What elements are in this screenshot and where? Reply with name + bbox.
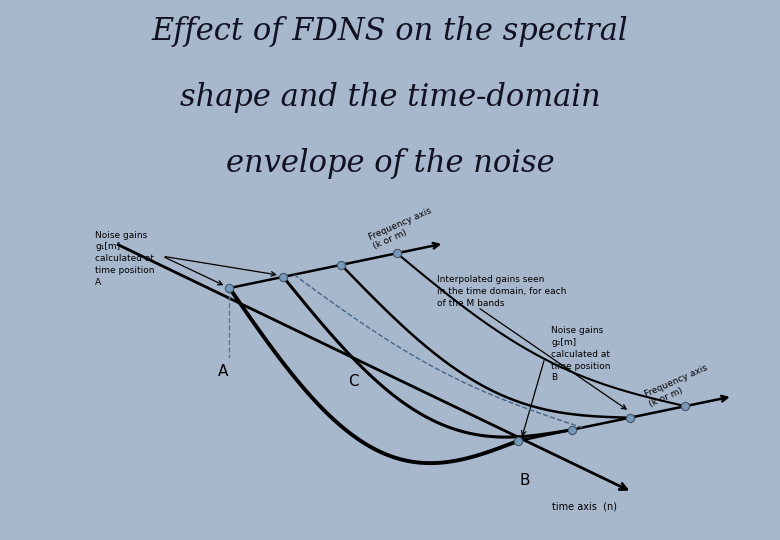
Text: B: B [519, 473, 530, 488]
Point [623, 414, 636, 422]
Text: Noise gains
g₁[m]
calculated at
time position
A: Noise gains g₁[m] calculated at time pos… [95, 231, 154, 287]
Text: Frequency axis
(k or m): Frequency axis (k or m) [644, 363, 713, 409]
Text: Interpolated gains seen
in the time domain, for each
of the M bands: Interpolated gains seen in the time doma… [438, 275, 567, 308]
Text: A: A [218, 364, 228, 380]
Point [223, 284, 236, 292]
Text: Noise gains
g₂[m]
calculated at
time position
B: Noise gains g₂[m] calculated at time pos… [551, 326, 611, 382]
Text: envelope of the noise: envelope of the noise [225, 148, 555, 179]
Text: Effect of FDNS on the spectral: Effect of FDNS on the spectral [151, 16, 629, 48]
Point [335, 260, 347, 269]
Point [679, 402, 692, 410]
Text: C: C [348, 374, 359, 389]
Text: Frequency axis
(k or m): Frequency axis (k or m) [367, 206, 438, 251]
Point [391, 249, 403, 258]
Point [566, 426, 578, 434]
Text: time axis  (n): time axis (n) [552, 502, 618, 511]
Text: shape and the time-domain: shape and the time-domain [179, 82, 601, 113]
Point [277, 273, 289, 281]
Point [512, 437, 524, 445]
